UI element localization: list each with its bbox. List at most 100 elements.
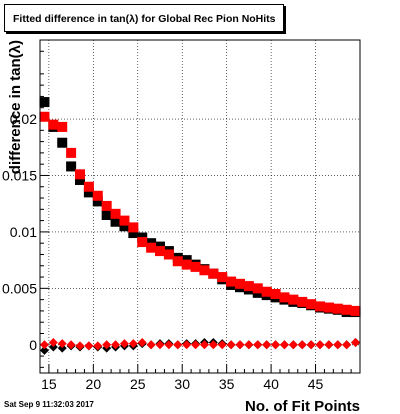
marker-layer xyxy=(39,97,361,355)
diamond-marker-series-4 xyxy=(173,340,183,350)
diamond-marker-series-4 xyxy=(288,340,298,350)
square-marker-series-2 xyxy=(261,286,272,297)
diamond-marker-series-4 xyxy=(217,340,227,350)
square-marker-series-2 xyxy=(288,294,299,305)
diamond-marker-series-3 xyxy=(57,343,67,353)
square-marker-series-2 xyxy=(332,303,343,314)
square-marker-series-2 xyxy=(101,200,112,211)
square-marker-series-1 xyxy=(83,187,94,198)
square-marker-series-2 xyxy=(235,278,245,289)
diamond-marker-series-4 xyxy=(253,340,263,350)
grid-layer xyxy=(40,40,360,373)
square-marker-series-2 xyxy=(172,256,183,267)
square-marker-series-2 xyxy=(350,305,361,316)
square-marker-series-2 xyxy=(92,190,103,201)
diamond-marker-series-4 xyxy=(297,340,307,350)
diamond-marker-series-4 xyxy=(342,340,352,350)
square-marker-series-2 xyxy=(119,215,130,226)
x-tick-label: 35 xyxy=(219,376,235,392)
diamond-marker-series-4 xyxy=(93,341,103,351)
square-marker-series-2 xyxy=(155,246,165,257)
diamond-marker-series-4 xyxy=(279,340,289,350)
square-marker-series-2 xyxy=(279,292,290,303)
timestamp-label: Sat Sep 9 11:32:03 2017 xyxy=(4,400,94,409)
square-marker-series-1 xyxy=(101,209,112,220)
square-marker-series-2 xyxy=(57,121,68,132)
diamond-marker-series-4 xyxy=(324,340,334,350)
diamond-marker-series-4 xyxy=(182,340,192,350)
square-marker-series-2 xyxy=(39,111,50,122)
diamond-marker-series-4 xyxy=(271,340,281,350)
x-tick-label: 45 xyxy=(308,376,324,392)
square-marker-series-2 xyxy=(315,301,325,312)
square-marker-series-2 xyxy=(323,302,334,313)
diamond-marker-series-4 xyxy=(155,340,165,350)
x-tick-label: 15 xyxy=(41,376,57,392)
label-layer: 15 20 25 30 35 40 45 0 0.005 0.01 0.015 0.02 No. of … xyxy=(2,40,360,414)
x-tick-label: 30 xyxy=(174,376,190,392)
square-marker-series-2 xyxy=(83,181,94,192)
square-marker-series-1 xyxy=(110,216,121,227)
diamond-marker-series-4 xyxy=(351,338,361,348)
y-tick-label: 0.015 xyxy=(2,167,37,183)
diamond-marker-series-4 xyxy=(128,339,138,349)
diamond-marker-series-4 xyxy=(137,338,147,348)
square-marker-series-2 xyxy=(217,272,228,283)
x-tick-label: 25 xyxy=(130,376,146,392)
diamond-marker-series-4 xyxy=(306,340,316,350)
square-marker-series-1 xyxy=(119,221,130,232)
square-marker-series-2 xyxy=(181,259,192,270)
diamond-marker-series-3 xyxy=(48,342,58,352)
chart-title-box: Fitted difference in tan(λ) for Global R… xyxy=(4,4,284,32)
square-marker-series-2 xyxy=(48,119,59,130)
diamond-marker-series-4 xyxy=(39,340,49,350)
square-marker-series-2 xyxy=(75,169,85,180)
square-marker-series-2 xyxy=(199,265,210,276)
square-marker-series-1 xyxy=(92,196,103,207)
diamond-marker-series-4 xyxy=(48,338,58,348)
square-marker-series-2 xyxy=(66,147,77,158)
diamond-marker-series-4 xyxy=(244,340,254,350)
chart-title: Fitted difference in tan(λ) for Global R… xyxy=(13,13,276,25)
square-marker-series-2 xyxy=(243,281,254,292)
diamond-marker-series-4 xyxy=(191,340,201,350)
diamond-marker-series-4 xyxy=(164,340,174,350)
diamond-marker-series-4 xyxy=(75,341,85,351)
diamond-marker-series-4 xyxy=(146,340,156,350)
plot-frame xyxy=(39,39,361,374)
square-marker-series-2 xyxy=(128,222,139,233)
y-tick-label: 0.005 xyxy=(2,280,37,296)
y-tick-label: 0.01 xyxy=(10,224,37,240)
square-marker-series-2 xyxy=(270,288,281,299)
diamond-marker-series-3 xyxy=(39,345,49,355)
x-tick-label: 40 xyxy=(263,376,279,392)
square-marker-series-2 xyxy=(341,304,352,315)
y-axis-label: difference in tan(λ) xyxy=(7,40,24,174)
diamond-marker-series-4 xyxy=(119,339,129,349)
diamond-marker-series-4 xyxy=(235,340,245,350)
diamond-marker-series-4 xyxy=(226,340,236,350)
x-axis-label: No. of Fit Points xyxy=(245,398,360,414)
square-marker-series-2 xyxy=(297,296,308,307)
x-tick-label: 20 xyxy=(86,376,102,392)
y-tick-label: 0.02 xyxy=(10,111,37,127)
diamond-marker-series-4 xyxy=(262,340,272,350)
square-marker-series-2 xyxy=(137,237,148,248)
diamond-marker-series-4 xyxy=(333,340,343,350)
diamond-marker-series-4 xyxy=(84,341,94,351)
square-marker-series-1 xyxy=(57,137,68,148)
square-marker-series-1 xyxy=(39,97,50,108)
diamond-marker-series-4 xyxy=(57,339,67,349)
diamond-marker-series-4 xyxy=(199,340,209,350)
diamond-marker-series-4 xyxy=(102,340,112,350)
diamond-marker-series-4 xyxy=(66,340,76,350)
square-marker-series-2 xyxy=(208,268,219,279)
diamond-marker-series-4 xyxy=(208,340,218,350)
y-tick-label: 0 xyxy=(29,337,37,353)
square-marker-series-1 xyxy=(128,228,139,239)
square-marker-series-2 xyxy=(306,299,317,310)
square-marker-series-1 xyxy=(66,161,77,172)
square-marker-series-1 xyxy=(75,174,85,185)
square-marker-series-2 xyxy=(163,249,174,260)
